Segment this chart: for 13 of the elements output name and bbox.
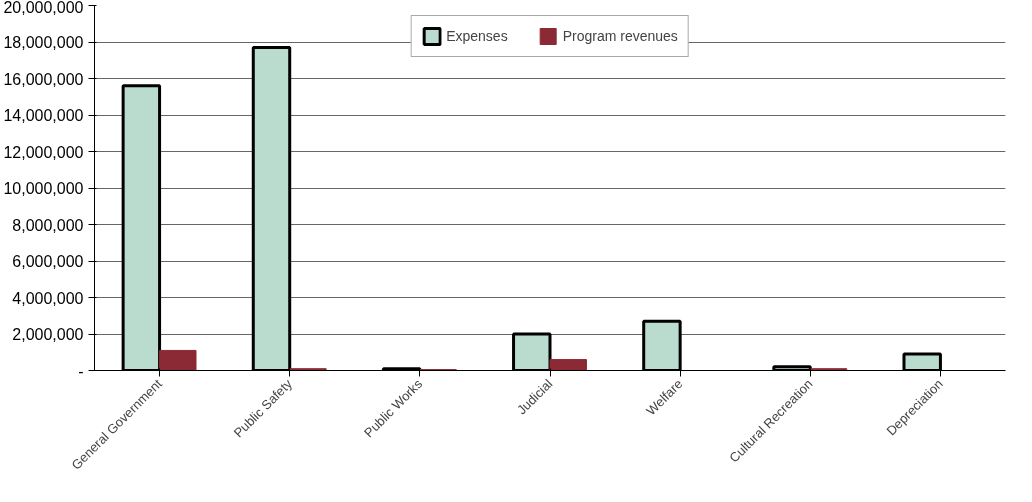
y-tick-label: 2,000,000	[12, 326, 84, 343]
legend-label: Expenses	[446, 28, 508, 44]
y-tick-label: 20,000,000	[3, 0, 84, 16]
y-tick-label: 4,000,000	[12, 289, 84, 307]
y-tick-label: 16,000,000	[3, 70, 84, 88]
y-tick-label: 10,000,000	[3, 180, 84, 197]
y-tick-label: 6,000,000	[12, 253, 84, 270]
y-tick-label: 12,000,000	[3, 143, 84, 161]
y-tick-label: 14,000,000	[3, 107, 84, 124]
legend-label: Program revenues	[562, 28, 678, 44]
y-tick-label: 18,000,000	[3, 34, 84, 51]
y-tick-label: -	[78, 362, 84, 380]
y-tick-label: 8,000,000	[12, 216, 84, 234]
